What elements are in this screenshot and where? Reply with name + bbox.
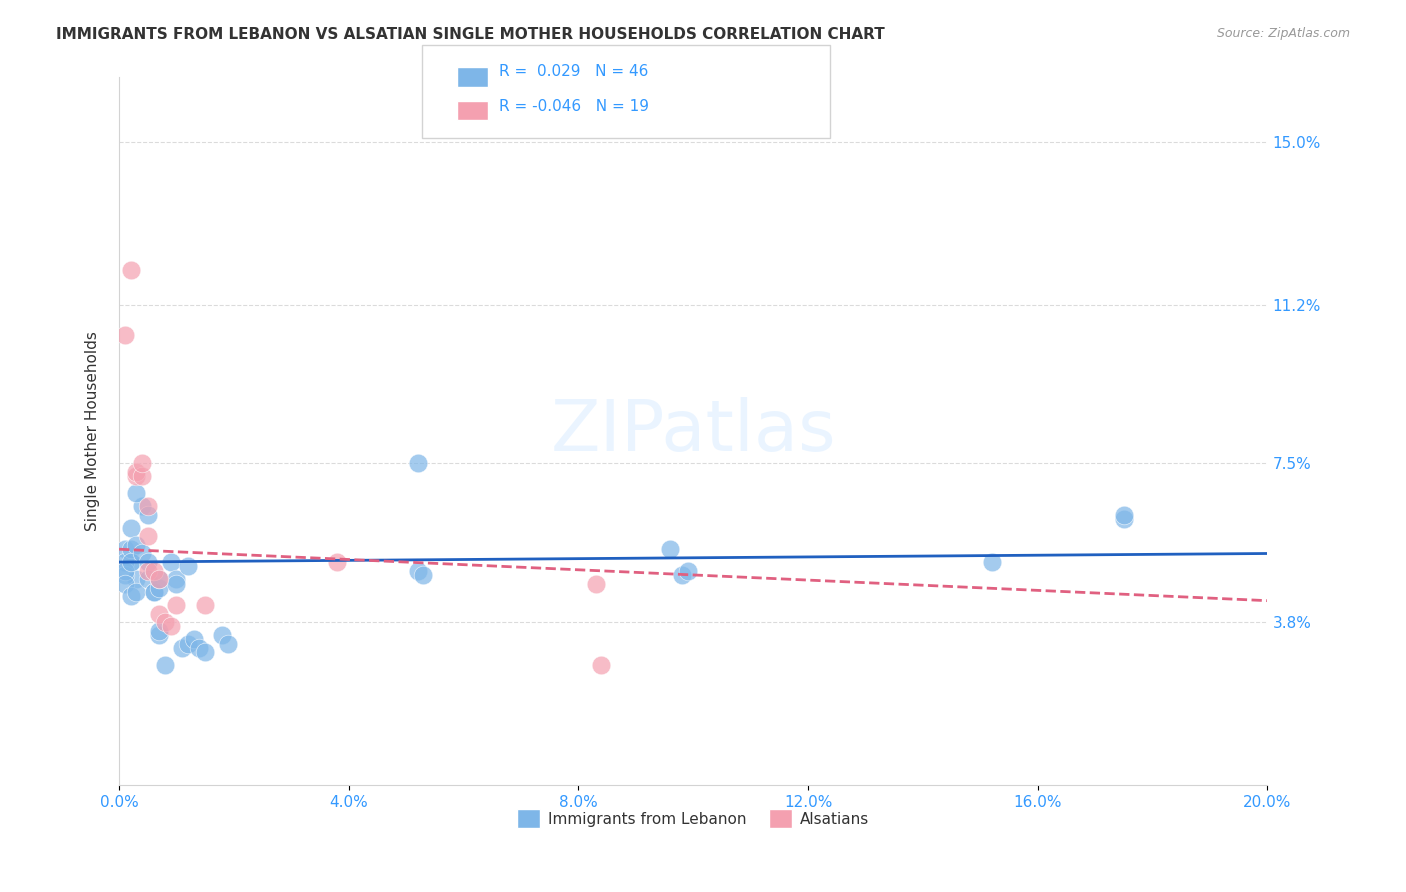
Point: [120, 521, 142, 535]
Point: [125, 585, 148, 599]
Point: [120, 542, 142, 557]
Point: [172, 640, 194, 655]
Text: IMMIGRANTS FROM LEBANON VS ALSATIAN SINGLE MOTHER HOUSEHOLDS CORRELATION CHART: IMMIGRANTS FROM LEBANON VS ALSATIAN SING…: [56, 27, 884, 42]
Point: [142, 585, 165, 599]
Legend: Immigrants from Lebanon, Alsatians: Immigrants from Lebanon, Alsatians: [512, 803, 876, 834]
Point: [183, 632, 205, 647]
Point: [125, 572, 148, 586]
Point: [136, 572, 159, 586]
Text: Source: ZipAtlas.com: Source: ZipAtlas.com: [1216, 27, 1350, 40]
Point: [136, 508, 159, 522]
Point: [177, 636, 200, 650]
Point: [148, 572, 170, 586]
Point: [148, 624, 170, 638]
Point: [131, 547, 153, 561]
Point: [114, 576, 136, 591]
Point: [980, 555, 1002, 569]
Point: [166, 572, 188, 586]
Point: [194, 645, 217, 659]
Point: [159, 619, 181, 633]
Point: [136, 500, 159, 514]
Point: [142, 585, 165, 599]
Point: [153, 658, 176, 673]
Point: [148, 581, 170, 595]
Point: [136, 555, 159, 569]
Point: [148, 628, 170, 642]
Text: R = -0.046   N = 19: R = -0.046 N = 19: [499, 99, 650, 113]
Point: [406, 457, 429, 471]
Point: [120, 555, 142, 569]
Point: [676, 564, 699, 578]
Point: [188, 640, 211, 655]
Point: [217, 636, 239, 650]
Point: [131, 457, 153, 471]
Point: [131, 500, 153, 514]
Point: [1112, 512, 1135, 526]
Point: [114, 542, 136, 557]
Point: [211, 628, 233, 642]
Point: [659, 542, 682, 557]
Point: [166, 576, 188, 591]
Point: [153, 615, 176, 629]
Point: [177, 559, 200, 574]
Point: [326, 555, 349, 569]
Point: [671, 568, 693, 582]
Point: [114, 568, 136, 582]
Point: [591, 658, 613, 673]
Text: ZIPatlas: ZIPatlas: [550, 397, 837, 466]
Y-axis label: Single Mother Households: Single Mother Households: [86, 331, 100, 532]
Point: [125, 469, 148, 483]
Point: [194, 598, 217, 612]
Point: [585, 576, 607, 591]
Point: [125, 465, 148, 479]
Point: [406, 564, 429, 578]
Point: [114, 564, 136, 578]
Point: [1112, 508, 1135, 522]
Point: [120, 263, 142, 277]
Point: [412, 568, 434, 582]
Point: [120, 555, 142, 569]
Point: [120, 590, 142, 604]
Point: [125, 486, 148, 500]
Text: R =  0.029   N = 46: R = 0.029 N = 46: [499, 64, 648, 78]
Point: [114, 555, 136, 569]
Point: [159, 555, 181, 569]
Point: [142, 564, 165, 578]
Point: [136, 529, 159, 543]
Point: [136, 564, 159, 578]
Point: [166, 598, 188, 612]
Point: [148, 607, 170, 621]
Point: [114, 327, 136, 342]
Point: [125, 538, 148, 552]
Point: [131, 469, 153, 483]
Point: [148, 572, 170, 586]
